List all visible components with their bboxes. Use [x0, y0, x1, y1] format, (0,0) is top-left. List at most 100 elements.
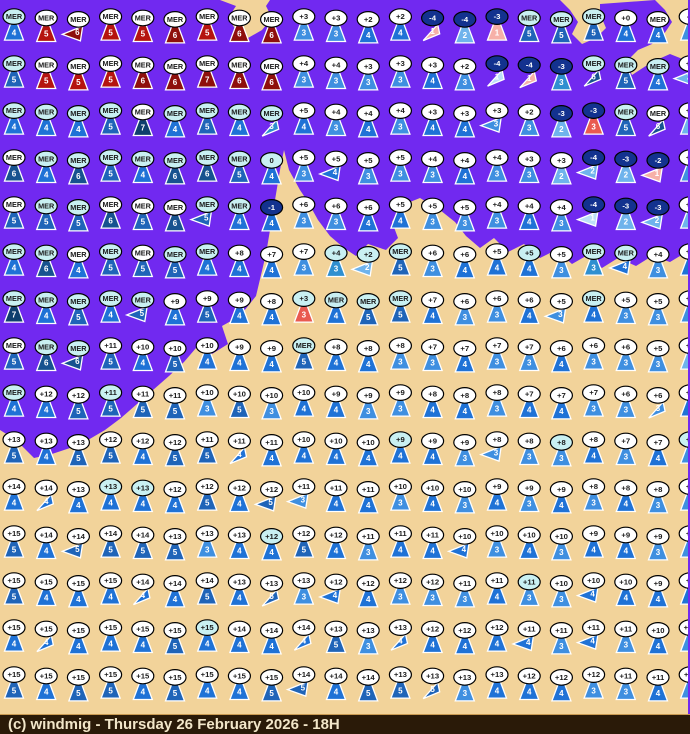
- svg-text:5: 5: [559, 31, 564, 40]
- svg-text:5: 5: [76, 78, 81, 87]
- svg-text:3: 3: [591, 263, 596, 272]
- svg-text:3: 3: [624, 453, 629, 462]
- svg-text:4: 4: [237, 312, 242, 321]
- svg-text:MER: MER: [231, 108, 248, 117]
- svg-text:MER: MER: [296, 341, 313, 350]
- svg-text:3: 3: [430, 171, 435, 180]
- svg-text:+0: +0: [621, 14, 630, 23]
- svg-text:3: 3: [463, 313, 468, 322]
- svg-text:4: 4: [237, 450, 242, 459]
- svg-text:5: 5: [301, 684, 306, 693]
- svg-text:+8: +8: [267, 297, 276, 306]
- svg-text:2: 2: [559, 125, 564, 134]
- svg-text:+15: +15: [7, 623, 21, 632]
- svg-text:MER: MER: [618, 249, 635, 258]
- svg-text:4: 4: [237, 218, 242, 227]
- svg-text:MER: MER: [102, 153, 119, 162]
- svg-text:+11: +11: [426, 531, 439, 540]
- svg-text:+10: +10: [426, 484, 439, 493]
- svg-text:+12: +12: [265, 485, 278, 494]
- svg-text:+8: +8: [332, 343, 341, 352]
- svg-text:MER: MER: [618, 108, 635, 117]
- svg-text:+3: +3: [428, 61, 437, 70]
- svg-text:4: 4: [12, 404, 17, 413]
- svg-text:MER: MER: [167, 15, 184, 24]
- svg-text:+14: +14: [72, 532, 86, 541]
- svg-text:MER: MER: [521, 14, 538, 23]
- svg-text:MER: MER: [6, 294, 23, 303]
- svg-text:+12: +12: [490, 623, 503, 632]
- svg-text:7: 7: [12, 310, 17, 319]
- svg-text:+7: +7: [428, 296, 437, 305]
- svg-text:+15: +15: [136, 672, 150, 681]
- svg-text:4: 4: [302, 637, 307, 646]
- svg-text:3: 3: [495, 310, 500, 319]
- svg-text:+11: +11: [619, 625, 632, 634]
- svg-text:4: 4: [591, 310, 596, 319]
- svg-text:MER: MER: [263, 109, 280, 118]
- svg-text:4: 4: [430, 641, 435, 650]
- svg-text:+11: +11: [201, 435, 214, 444]
- svg-text:5: 5: [12, 357, 17, 366]
- svg-text:+9: +9: [654, 532, 663, 541]
- svg-text:+9: +9: [203, 294, 212, 303]
- svg-text:MER: MER: [231, 202, 248, 211]
- svg-text:3: 3: [559, 454, 564, 463]
- svg-text:+11: +11: [297, 482, 310, 491]
- svg-text:4: 4: [334, 453, 339, 462]
- svg-text:+11: +11: [394, 529, 407, 538]
- svg-text:MER: MER: [38, 343, 55, 352]
- svg-text:4: 4: [559, 689, 564, 698]
- svg-text:4: 4: [559, 360, 564, 369]
- svg-text:+10: +10: [458, 532, 471, 541]
- svg-text:+4: +4: [557, 203, 566, 212]
- svg-text:MER: MER: [6, 247, 23, 256]
- svg-text:MER: MER: [553, 15, 570, 24]
- svg-text:3: 3: [302, 263, 307, 272]
- svg-text:4: 4: [463, 642, 468, 651]
- svg-text:5: 5: [334, 641, 339, 650]
- svg-text:4: 4: [430, 77, 435, 86]
- svg-text:4: 4: [108, 498, 113, 507]
- svg-text:4: 4: [430, 312, 435, 321]
- svg-text:5: 5: [302, 357, 307, 366]
- svg-text:+12: +12: [329, 531, 342, 540]
- svg-text:MER: MER: [135, 296, 152, 305]
- svg-text:MER: MER: [70, 203, 87, 212]
- svg-text:MER: MER: [102, 12, 119, 21]
- svg-text:6: 6: [173, 78, 178, 87]
- svg-text:4: 4: [527, 218, 532, 227]
- svg-text:+15: +15: [104, 623, 118, 632]
- svg-text:5: 5: [624, 124, 629, 133]
- svg-text:+3: +3: [332, 14, 341, 23]
- svg-text:4: 4: [527, 265, 532, 274]
- svg-text:+13: +13: [201, 529, 214, 538]
- svg-text:4: 4: [527, 406, 532, 415]
- svg-text:1: 1: [495, 28, 500, 37]
- svg-text:4: 4: [237, 359, 242, 368]
- svg-text:+4: +4: [428, 155, 437, 164]
- svg-text:6: 6: [237, 30, 242, 39]
- svg-text:+15: +15: [40, 625, 54, 634]
- svg-text:+10: +10: [490, 529, 503, 538]
- svg-text:6: 6: [141, 77, 146, 86]
- svg-text:3: 3: [527, 594, 532, 603]
- svg-text:+7: +7: [428, 343, 437, 352]
- svg-text:3: 3: [494, 449, 499, 458]
- svg-text:4: 4: [269, 360, 274, 369]
- svg-text:+13: +13: [7, 435, 20, 444]
- svg-text:4: 4: [366, 595, 371, 604]
- svg-text:3: 3: [334, 265, 339, 274]
- svg-text:4: 4: [366, 360, 371, 369]
- svg-text:MER: MER: [6, 388, 23, 397]
- svg-text:7: 7: [205, 75, 210, 84]
- svg-text:+12: +12: [458, 626, 471, 635]
- svg-text:3: 3: [205, 545, 210, 554]
- svg-text:5: 5: [173, 407, 178, 416]
- svg-text:+15: +15: [136, 625, 150, 634]
- svg-text:+5: +5: [428, 202, 437, 211]
- svg-text:4: 4: [430, 453, 435, 462]
- svg-text:5: 5: [12, 592, 17, 601]
- svg-text:+11: +11: [491, 576, 504, 585]
- svg-text:3: 3: [656, 313, 661, 322]
